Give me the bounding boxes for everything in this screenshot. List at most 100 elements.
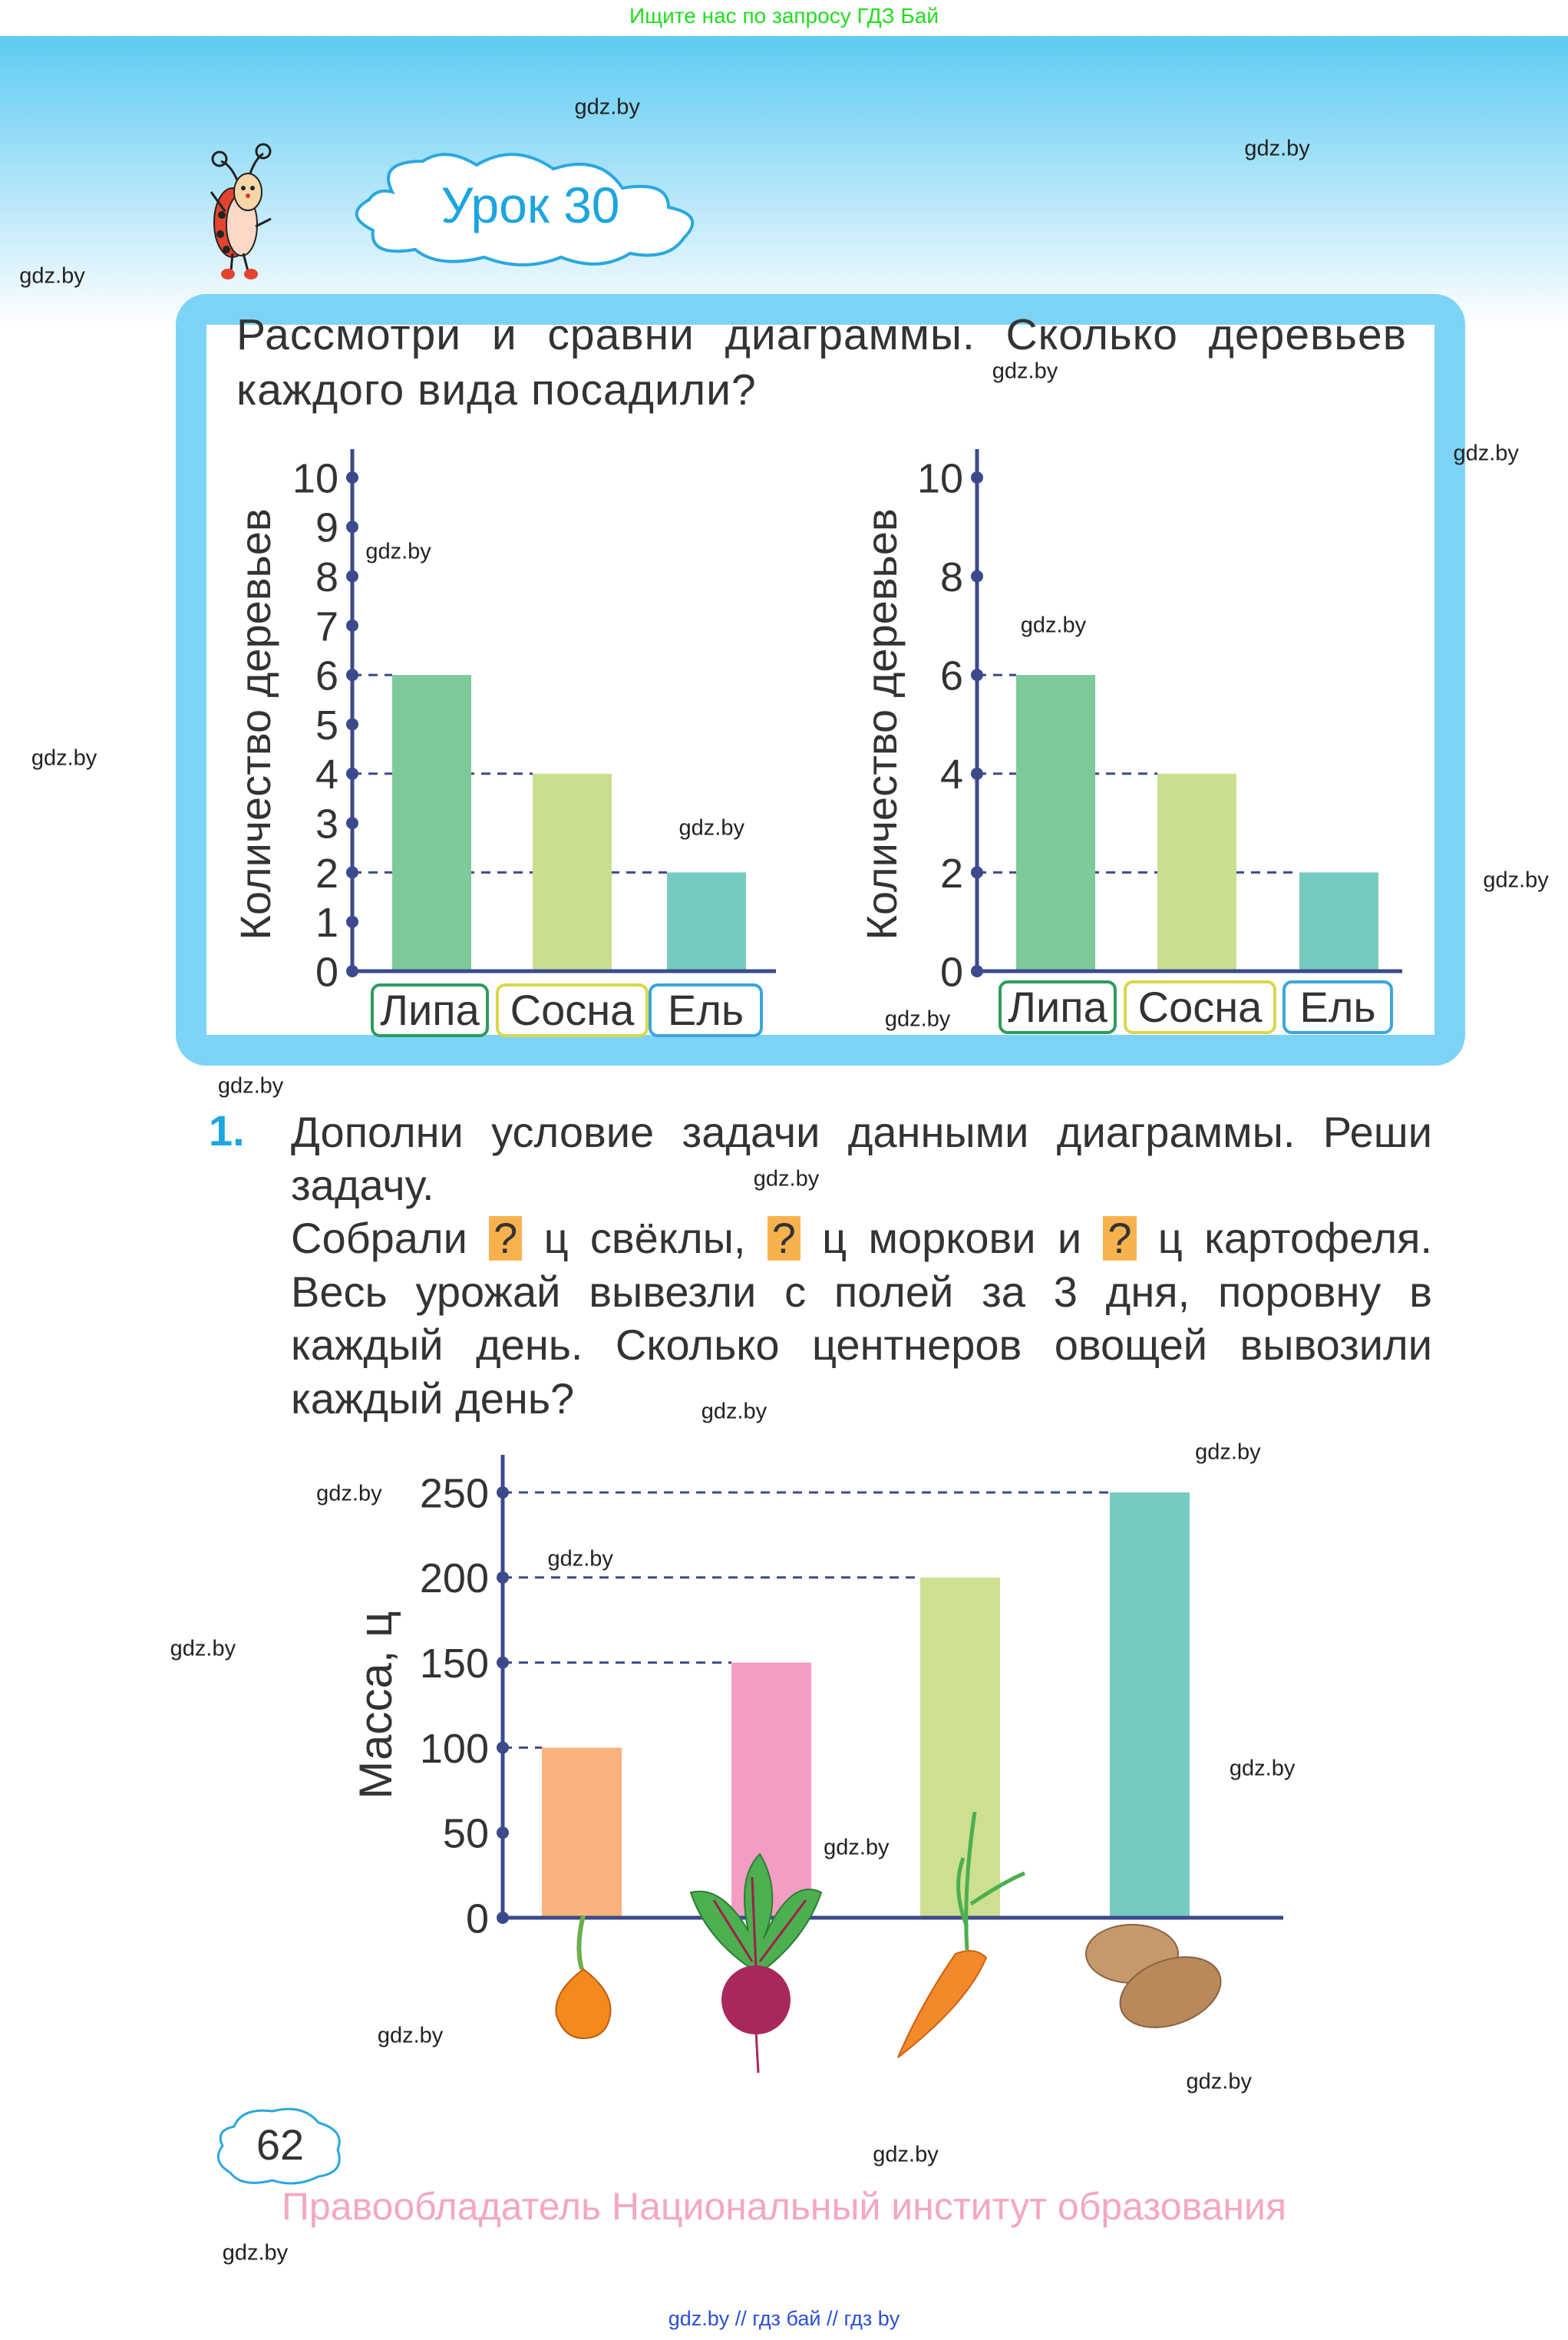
exercise-line-3: Собрали ? ц свёклы, ? ц моркови и ? ц ка… — [291, 1211, 1432, 1265]
watermark-text: gdz.by — [365, 539, 431, 564]
tick-dot — [346, 718, 358, 731]
page-number: 62 — [256, 2120, 304, 2169]
watermark-text: gdz.by — [1229, 1756, 1296, 1781]
tick-dot — [971, 570, 983, 583]
task-frame — [176, 294, 1465, 1066]
watermark-text: gdz.by — [217, 1073, 284, 1099]
lesson-title: Урок 30 — [441, 177, 620, 233]
watermark-text: gdz.by — [19, 263, 85, 289]
y-tick-label: 10 — [917, 455, 963, 501]
tick-dot — [971, 767, 983, 780]
watermark-text: gdz.by — [992, 359, 1058, 384]
category-label-box — [371, 983, 489, 1037]
exercise-line-1: Дополни условие задачи данными диаграммы… — [291, 1108, 1432, 1156]
tick-dot — [346, 521, 358, 534]
watermark-text: gdz.by — [1244, 136, 1310, 161]
watermark-text: gdz.by — [1186, 2069, 1252, 2094]
y-tick-label: 5 — [315, 702, 338, 749]
y-tick-label: 100 — [420, 1726, 489, 1772]
y-tick-label: 3 — [315, 801, 338, 848]
watermark-text: gdz.by — [701, 1399, 767, 1424]
category-label-box — [999, 980, 1117, 1034]
category-label-1: Сосна — [1138, 983, 1263, 1031]
tick-dot — [346, 619, 358, 632]
tick-dot — [346, 669, 358, 682]
y-axis-label: Масса, ц — [350, 1611, 401, 1799]
y-tick-label: 2 — [940, 851, 963, 897]
y-tick-label: 10 — [292, 455, 338, 501]
category-label-0: Липа — [1008, 983, 1108, 1031]
watermark-text: gdz.by — [316, 1481, 382, 1506]
task-title-line-2: каждого вида посадили? — [236, 365, 757, 415]
tick-dot — [346, 817, 358, 830]
tick-dot — [346, 471, 358, 484]
lesson-title-cloud: Урок 30 — [355, 153, 695, 266]
bar-0 — [392, 675, 471, 971]
text: ц свёклы, — [522, 1214, 767, 1262]
y-tick-label: 4 — [315, 752, 338, 798]
tick-dot — [971, 669, 983, 682]
carrot-icon — [897, 1812, 1025, 2058]
text: Собрали — [291, 1214, 490, 1262]
bar-0 — [542, 1747, 622, 1918]
tick-dot — [346, 915, 358, 928]
y-tick-label: 2 — [315, 851, 338, 897]
tick-dot — [497, 1912, 509, 1924]
answer-box-carrot[interactable]: ? — [767, 1216, 801, 1261]
y-tick-label: 50 — [443, 1811, 489, 1857]
y-tick-label: 6 — [315, 653, 338, 699]
watermark-text: gdz.by — [1483, 868, 1549, 893]
y-tick-label: 8 — [315, 554, 338, 600]
header-sky-background — [0, 36, 1568, 328]
exercise-number: 1. — [209, 1106, 245, 1155]
watermark-text: gdz.by — [1020, 613, 1087, 638]
potato-icon — [1085, 1924, 1222, 2028]
tick-dot — [497, 1656, 509, 1669]
tick-dot — [971, 965, 983, 977]
watermark-text: gdz.by — [824, 1835, 890, 1860]
category-label-1: Сосна — [510, 986, 635, 1034]
y-tick-label: 0 — [466, 1895, 489, 1942]
footer-links[interactable]: gdz.by // гдз бай // гдз by — [668, 2307, 900, 2330]
y-tick-label: 150 — [420, 1641, 489, 1687]
y-tick-label: 7 — [315, 603, 338, 649]
text: ц моркови и — [800, 1214, 1104, 1262]
category-label-0: Липа — [380, 986, 480, 1034]
tick-dot — [346, 965, 358, 977]
watermark-text: gdz.by — [873, 2142, 939, 2167]
watermark-text: gdz.by — [31, 745, 97, 771]
y-tick-label: 8 — [940, 554, 963, 600]
tick-dot — [497, 1826, 509, 1839]
watermark-text: gdz.by — [547, 1546, 613, 1572]
onion-icon — [555, 1915, 612, 2040]
y-axis-label: Количество деревьев — [857, 508, 906, 940]
answer-box-potato[interactable]: ? — [1103, 1216, 1137, 1261]
bar-1 — [731, 1662, 811, 1918]
tick-dot — [971, 471, 983, 484]
watermark-text: gdz.by — [753, 1166, 820, 1191]
y-tick-label: 6 — [940, 653, 963, 699]
y-tick-label: 0 — [315, 949, 338, 995]
bar-1 — [1157, 773, 1236, 971]
watermark-text: gdz.by — [170, 1636, 236, 1661]
ladybug-mascot-icon — [210, 143, 272, 279]
category-label-2: Ель — [668, 986, 744, 1034]
y-tick-label: 9 — [315, 505, 338, 551]
watermark-text: gdz.by — [574, 94, 640, 120]
beet-icon — [689, 1852, 823, 2074]
tick-dot — [346, 866, 358, 879]
y-tick-label: 200 — [420, 1555, 489, 1601]
watermark-text: gdz.by — [1453, 441, 1519, 466]
y-tick-label: 4 — [940, 752, 963, 798]
copyright-notice: Правообладатель Национальный институт об… — [281, 2185, 1287, 2228]
watermark-text: gdz.by — [884, 1006, 951, 1032]
bar-2 — [667, 872, 746, 971]
watermark-text: gdz.by — [678, 815, 745, 841]
answer-box-beet[interactable]: ? — [489, 1216, 523, 1261]
bar-0 — [1016, 675, 1095, 971]
watermark-text: gdz.by — [1195, 1439, 1261, 1464]
y-tick-label: 250 — [420, 1470, 489, 1516]
watermark-text: gdz.by — [222, 2240, 289, 2266]
